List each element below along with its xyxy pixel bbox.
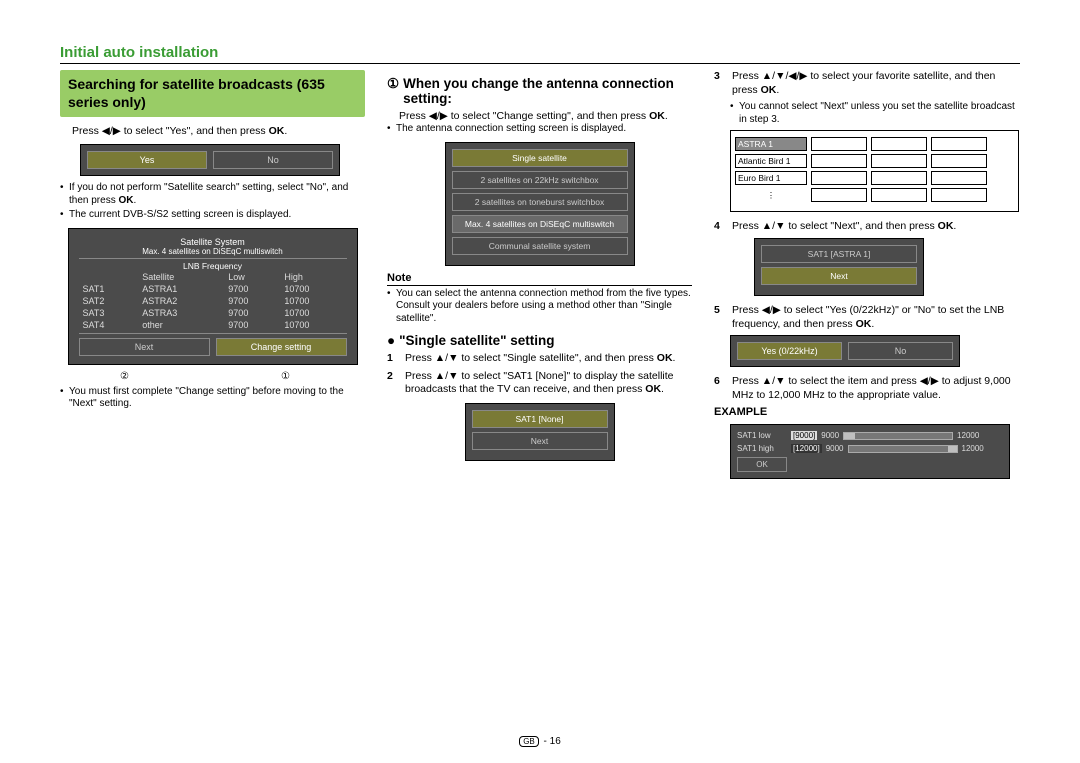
bullet-list: If you do not perform "Satellite search"…	[60, 182, 365, 222]
page-title: Initial auto installation	[60, 44, 1020, 64]
grid-cell[interactable]	[811, 188, 867, 202]
note-bullet: You can select the antenna connection me…	[387, 288, 692, 326]
left-right-arrow-icon: ◀/▶	[762, 304, 781, 316]
gb-badge-icon: GB	[519, 736, 539, 747]
up-down-arrow-icon: ▲/▼	[435, 352, 459, 364]
grid-cell[interactable]	[871, 137, 927, 151]
column-3: 3 Press ▲/▼/◀/▶ to select your favorite …	[714, 70, 1019, 485]
slider-bar[interactable]	[848, 445, 958, 453]
example-label: EXAMPLE	[714, 406, 1019, 418]
example-screen: SAT1 low [9000] 9000 12000 SAT1 high [12…	[730, 424, 1010, 479]
yes-button[interactable]: Yes	[87, 151, 207, 169]
left-right-arrow-icon: ◀/▶	[920, 375, 939, 387]
step-3: 3 Press ▲/▼/◀/▶ to select your favorite …	[714, 70, 1019, 97]
yes-no-screen: Yes No	[80, 144, 340, 176]
section-heading-box: Searching for satellite broadcasts (635 …	[60, 70, 365, 117]
annotation-1: ①	[281, 371, 290, 382]
sat1-none-screen: SAT1 [None] Next	[465, 403, 615, 461]
step-4: 4 Press ▲/▼ to select "Next", and then p…	[714, 220, 1019, 234]
left-right-arrow-icon: ◀/▶	[102, 125, 121, 137]
satellite-grid-screen: ASTRA 1 Atlantic Bird 1 Euro Bird 1	[730, 130, 1019, 212]
step-6: 6 Press ▲/▼ to select the item and press…	[714, 375, 1019, 402]
manual-page: Initial auto installation Searching for …	[0, 0, 1080, 763]
grid-cell[interactable]	[811, 137, 867, 151]
step-5: 5 Press ◀/▶ to select "Yes (0/22kHz)" or…	[714, 304, 1019, 331]
grid-cell[interactable]	[931, 171, 987, 185]
change-setting-button[interactable]: Change setting	[216, 338, 347, 356]
grid-cell[interactable]: Atlantic Bird 1	[735, 154, 807, 168]
grid-cell[interactable]	[811, 154, 867, 168]
lnb-label: LNB Frequency	[79, 261, 347, 271]
grid-cell[interactable]	[871, 154, 927, 168]
grid-cell[interactable]	[931, 137, 987, 151]
annotation-row: ② ①	[60, 371, 350, 382]
bullet-item: If you do not perform "Satellite search"…	[60, 182, 365, 207]
sat1-astra-screen: SAT1 [ASTRA 1] Next	[754, 238, 924, 296]
subsection-heading: ① When you change the antenna connection…	[387, 76, 692, 106]
circled-1-icon: ①	[387, 76, 399, 92]
page-footer: GB - 16	[0, 736, 1080, 747]
instruction-text: Press ◀/▶ to select "Yes", and then pres…	[72, 125, 365, 138]
slider-row: SAT1 high [12000] 9000 12000	[737, 444, 1003, 453]
page-number: - 16	[544, 736, 561, 747]
instruction-text: Press ◀/▶ to select "Change setting", an…	[399, 110, 692, 123]
dots-icon: ⋮	[735, 188, 807, 202]
grid-cell[interactable]	[811, 171, 867, 185]
next-button[interactable]: Next	[79, 338, 210, 356]
menu-item[interactable]: SAT1 [ASTRA 1]	[761, 245, 917, 263]
screen-subtitle: Max. 4 satellites on DiSEqC multiswitch	[79, 247, 347, 256]
menu-item[interactable]: Next	[761, 267, 917, 285]
slider-row: SAT1 low [9000] 9000 12000	[737, 431, 1003, 440]
up-down-arrow-icon: ▲/▼	[435, 370, 459, 382]
ok-button[interactable]: OK	[737, 457, 787, 472]
screen-title: Satellite System	[79, 237, 347, 247]
grid-cell[interactable]	[871, 171, 927, 185]
udlr-arrow-icon: ▲/▼/◀/▶	[762, 70, 808, 82]
bullet-item: The antenna connection setting screen is…	[387, 123, 692, 136]
lnb-yesno-screen: Yes (0/22kHz) No	[730, 335, 960, 367]
menu-item[interactable]: SAT1 [None]	[472, 410, 608, 428]
no-button[interactable]: No	[848, 342, 953, 360]
antenna-menu-screen: Single satellite 2 satellites on 22kHz s…	[445, 142, 635, 266]
grid-cell[interactable]	[931, 188, 987, 202]
grid-cell[interactable]: ASTRA 1	[735, 137, 807, 151]
grid-cell[interactable]	[931, 154, 987, 168]
menu-item[interactable]: 2 satellites on toneburst switchbox	[452, 193, 628, 211]
column-2: ① When you change the antenna connection…	[387, 70, 692, 485]
content-columns: Searching for satellite broadcasts (635 …	[60, 70, 1020, 485]
note-label: Note	[387, 272, 692, 286]
grid-cell[interactable]	[871, 188, 927, 202]
subsection-heading: ● "Single satellite" setting	[387, 333, 692, 348]
slider-bar[interactable]	[843, 432, 953, 440]
menu-item[interactable]: Communal satellite system	[452, 237, 628, 255]
annotation-2: ②	[120, 371, 129, 382]
menu-item[interactable]: Max. 4 satellites on DiSEqC multiswitch	[452, 215, 628, 233]
bullet-item: You cannot select "Next" unless you set …	[730, 101, 1019, 126]
yes-button[interactable]: Yes (0/22kHz)	[737, 342, 842, 360]
up-down-arrow-icon: ▲/▼	[762, 375, 786, 387]
no-button[interactable]: No	[213, 151, 333, 169]
bullet-item: The current DVB-S/S2 setting screen is d…	[60, 209, 365, 222]
satellite-system-screen: Satellite System Max. 4 satellites on Di…	[68, 228, 358, 365]
left-right-arrow-icon: ◀/▶	[429, 110, 448, 122]
menu-item[interactable]: 2 satellites on 22kHz switchbox	[452, 171, 628, 189]
bullet-icon: ●	[387, 333, 395, 348]
menu-item[interactable]: Single satellite	[452, 149, 628, 167]
bullet-item: You must first complete "Change setting"…	[60, 386, 365, 411]
column-1: Searching for satellite broadcasts (635 …	[60, 70, 365, 485]
menu-item[interactable]: Next	[472, 432, 608, 450]
sat-table: Satellite Low High SAT1ASTRA1970010700 S…	[79, 271, 347, 331]
step-1: 1 Press ▲/▼ to select "Single satellite"…	[387, 352, 692, 366]
up-down-arrow-icon: ▲/▼	[762, 220, 786, 232]
step-2: 2 Press ▲/▼ to select "SAT1 [None]" to d…	[387, 370, 692, 397]
grid-cell[interactable]: Euro Bird 1	[735, 171, 807, 185]
